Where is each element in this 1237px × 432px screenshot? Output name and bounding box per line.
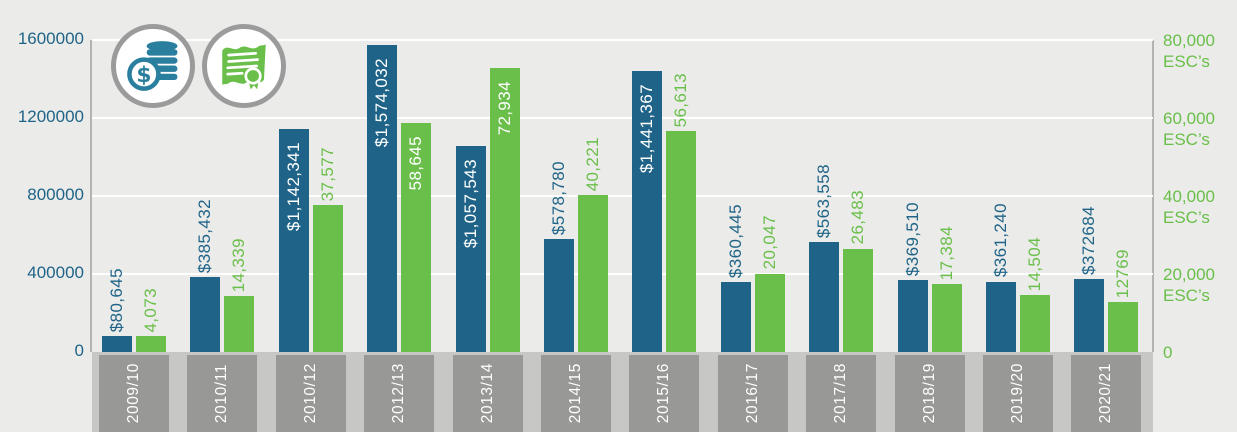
coins-dollar-glyph: $ [127, 41, 178, 91]
dollar-bar [190, 276, 221, 352]
category-label: 2010/12 [301, 363, 319, 424]
category-block: 2009/10 [99, 355, 169, 432]
esc-value-label: 40,221 [583, 136, 602, 192]
esc-value-label: 56,613 [671, 72, 691, 128]
right-axis-tick: 60,000 ESC’s [1163, 109, 1215, 149]
right-axis-tick: 80,000 ESC’s [1163, 31, 1215, 71]
esc-value-label: 20,047 [759, 215, 779, 270]
dollar-bar [897, 279, 928, 352]
money-icon: $ [111, 24, 195, 108]
right-axis-line [1152, 40, 1154, 352]
esc-bar [1020, 295, 1050, 352]
category-label: 2009/10 [125, 363, 142, 424]
dollar-bar [1074, 279, 1105, 352]
esc-value-label: 12769 [1113, 248, 1133, 299]
left-axis-tick: 800000 [27, 185, 84, 204]
esc-bar [1108, 302, 1139, 352]
esc-bar [931, 284, 962, 352]
dollar-bar [809, 242, 840, 352]
esc-bar [578, 195, 608, 352]
left-axis-tick: 0 [74, 341, 84, 360]
esc-bar [312, 205, 343, 352]
dollar-bar [632, 70, 663, 352]
certificate-icon [202, 24, 286, 108]
dollar-value-label: $385,432 [195, 198, 215, 273]
dollar-bar [544, 239, 574, 352]
category-label: 2017/18 [832, 363, 850, 424]
grid-line [92, 39, 1153, 41]
dollar-value-label: $1,057,543 [460, 158, 480, 248]
category-block: 2016/17 [717, 355, 788, 432]
esc-value-label: 14,504 [1025, 237, 1044, 292]
esc-value-label: 4,073 [141, 287, 160, 333]
dollar-value-label: $1,441,367 [637, 83, 657, 174]
grid-line [92, 273, 1153, 275]
category-label: 2018/19 [920, 363, 938, 424]
category-block: 2015/16 [629, 355, 700, 432]
dollar-bar [278, 129, 309, 352]
dollar-value-label: $1,142,341 [283, 142, 303, 232]
left-axis-tick: 400000 [27, 263, 84, 282]
category-block: 2020/21 [1071, 355, 1142, 432]
esc-bar [401, 123, 432, 352]
category-band [92, 352, 1153, 432]
category-block: 2017/18 [806, 355, 877, 432]
category-label: 2013/14 [478, 363, 496, 424]
dollar-value-label: $372684 [1079, 206, 1099, 276]
category-label: 2012/13 [390, 363, 408, 424]
category-block: 2010/11 [187, 355, 258, 432]
dollar-bar [986, 281, 1016, 352]
right-axis-tick: 20,000 ESC’s [1163, 265, 1215, 305]
grid-line [92, 195, 1153, 197]
esc-value-label: 58,645 [406, 136, 426, 191]
category-label: 2015/16 [655, 363, 673, 424]
dollar-value-label: $563,558 [814, 164, 834, 239]
category-label: 2014/15 [567, 363, 584, 424]
esc-value-label: 17,384 [936, 225, 956, 281]
dollar-value-label: $369,510 [902, 201, 922, 276]
category-block: 2018/19 [894, 355, 965, 432]
right-axis-tick: 40,000 ESC’s [1163, 187, 1215, 227]
esc-bar [136, 336, 166, 352]
dollar-value-label: $361,240 [991, 203, 1010, 278]
category-label: 2019/20 [1009, 363, 1026, 424]
esc-value-label: 14,339 [229, 237, 249, 293]
category-label: 2016/17 [743, 363, 761, 424]
category-label: 2010/11 [213, 363, 231, 424]
left-axis-tick: 1600000 [17, 29, 84, 48]
esc-value-label: 37,577 [317, 147, 337, 202]
esc-value-label: 26,483 [848, 190, 868, 245]
svg-text:$: $ [136, 63, 151, 88]
esc-value-label: 72,934 [494, 80, 514, 135]
category-block: 2012/13 [364, 355, 435, 432]
category-block: 2014/15 [541, 355, 611, 432]
esc-bar [754, 273, 785, 352]
dollar-value-label: $1,574,032 [372, 58, 392, 148]
grid-line [92, 117, 1153, 119]
dollar-value-label: $80,645 [107, 268, 126, 333]
esc-bar [666, 131, 697, 352]
dollar-bar [720, 281, 751, 352]
dollar-bar [455, 145, 486, 352]
left-axis-tick: 1200000 [17, 107, 84, 126]
category-label: 2020/21 [1097, 363, 1115, 424]
dollar-value-label: $578,780 [549, 161, 568, 236]
category-block: 2019/20 [983, 355, 1053, 432]
dollar-bar [367, 45, 398, 352]
certificate-glyph [222, 44, 266, 94]
dollar-bar [102, 336, 132, 352]
esc-bar [224, 296, 255, 352]
category-block: 2010/12 [275, 355, 346, 432]
dollar-value-label: $360,445 [725, 203, 745, 278]
right-axis-tick: 0 [1163, 343, 1173, 362]
esc-bar [489, 67, 520, 352]
left-axis-line [90, 40, 92, 352]
category-block: 2013/14 [452, 355, 523, 432]
esc-bar [843, 248, 874, 352]
